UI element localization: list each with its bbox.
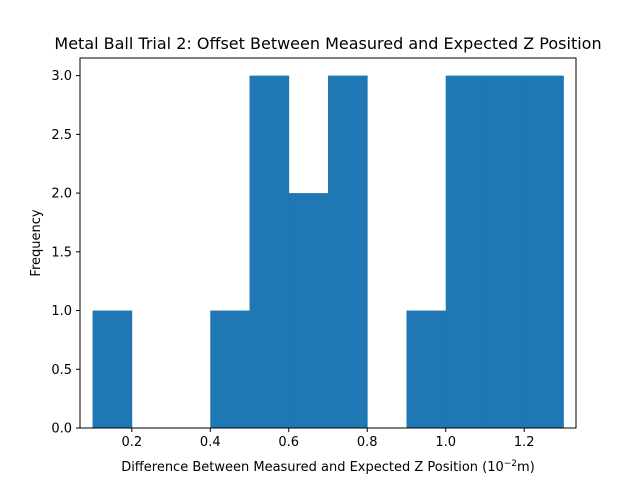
histogram-bar [210, 310, 250, 428]
plot-frame [79, 57, 577, 429]
histogram-bar [484, 75, 525, 429]
y-tick-label: 1.0 [51, 304, 72, 319]
x-tick-label: 1.0 [435, 435, 456, 450]
y-axis-label: Frequency [29, 209, 44, 276]
x-tick-label: 0.4 [200, 435, 221, 450]
y-tick-label: 2.5 [51, 128, 72, 143]
bars-layer [92, 75, 564, 429]
chart-title: Metal Ball Trial 2: Offset Between Measu… [54, 34, 601, 53]
y-tick-label: 3.0 [51, 69, 72, 84]
y-axis-ticks: 0.0 0.5 1.0 1.5 2.0 2.5 3.0 [51, 69, 80, 437]
y-tick-label: 1.5 [51, 245, 72, 260]
x-axis-ticks: 0.2 0.4 0.6 0.8 1.0 1.2 [121, 428, 535, 450]
x-axis-label-prefix: Difference Between Measured and Expected… [121, 460, 504, 475]
x-tick-label: 0.6 [278, 435, 299, 450]
y-tick-label: 0.5 [51, 363, 72, 378]
x-tick-label: 1.2 [514, 435, 535, 450]
histogram-bar [249, 75, 290, 429]
x-axis-label-exponent: −2 [504, 459, 517, 469]
histogram-bar [406, 310, 447, 428]
histogram-bar [288, 193, 329, 428]
histogram-bar [524, 75, 564, 429]
x-tick-label: 0.2 [121, 435, 142, 450]
x-axis-label: Difference Between Measured and Expected… [121, 459, 535, 475]
histogram-bar [445, 75, 486, 429]
x-tick-label: 0.8 [357, 435, 378, 450]
y-tick-label: 0.0 [51, 422, 72, 437]
histogram-bar [328, 75, 368, 429]
y-tick-label: 2.0 [51, 187, 72, 202]
x-axis-label-suffix: m) [517, 460, 535, 475]
histogram-bar [92, 310, 133, 428]
